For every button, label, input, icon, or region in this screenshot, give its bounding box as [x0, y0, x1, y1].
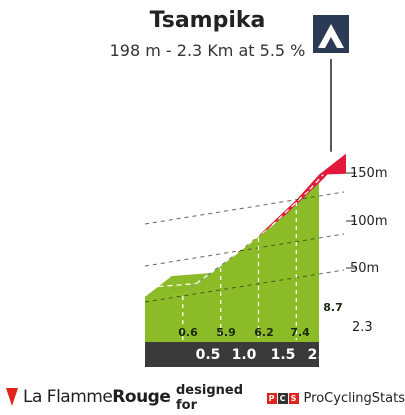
altitude-guide-1	[144, 269, 345, 303]
brand-name: La FlammeRouge	[23, 387, 171, 407]
footer: La FlammeRouge designed for P C S ProCyc…	[0, 383, 405, 413]
band-dash-1	[158, 282, 197, 288]
gradient-label-3: 6.2	[254, 326, 274, 339]
profile-band-end	[319, 153, 346, 175]
band-dash-3	[233, 224, 273, 256]
profile-layer: 50m 100m 150m 0.6 5.9 6.2 7.4 8.7 0.5 1.0 1.5 2.0 2.…	[144, 15, 387, 367]
altitude-guide-2	[144, 233, 345, 267]
distance-label-2: 1.0	[232, 347, 257, 363]
flag-icon	[6, 388, 18, 406]
distance-label-1: 0.5	[196, 347, 221, 363]
distance-label-3: 1.5	[271, 347, 296, 363]
mountain-shape	[318, 24, 344, 48]
credit-line: designed for P C S ProCyclingStats	[176, 383, 405, 413]
altitude-label-2: 100m	[350, 214, 387, 229]
designed-for-label: designed for	[176, 383, 243, 413]
pcs-letter-s: S	[288, 392, 299, 404]
profile-band-segment-4	[258, 179, 324, 236]
band-dash-2	[195, 254, 235, 285]
gradient-label-4: 7.4	[290, 326, 310, 339]
climb-title: Tsampika	[149, 8, 266, 33]
end-distance-label: 2.3	[352, 320, 373, 335]
pcs-letter-c: C	[277, 392, 288, 404]
la-flamme-rouge-logo[interactable]: La FlammeRouge	[5, 385, 171, 409]
elevation-profile-chart: 50m 100m 150m 0.6 5.9 6.2 7.4 8.7 0.5 1.0 1.5 2.0 2.…	[144, 15, 387, 367]
altitude-label-1: 50m	[350, 261, 379, 276]
gradient-label-1: 0.6	[178, 326, 198, 339]
distance-bar	[145, 342, 319, 367]
pcs-letter-p: P	[266, 392, 277, 404]
procyclingstats-link[interactable]: ProCyclingStats	[303, 390, 405, 406]
distance-label-4: 2.0	[308, 347, 333, 363]
profile-front-face	[145, 174, 319, 342]
altitude-guide-3	[144, 191, 345, 225]
climb-subtitle: 198 m - 2.3 Km at 5.5 %	[109, 41, 306, 60]
altitude-label-3: 150m	[350, 166, 387, 181]
mountain-shape-inner	[325, 37, 337, 48]
pcs-logo: P C S	[266, 392, 300, 404]
gradient-label-2: 5.9	[216, 326, 236, 339]
gradient-label-5: 8.7	[323, 301, 343, 314]
